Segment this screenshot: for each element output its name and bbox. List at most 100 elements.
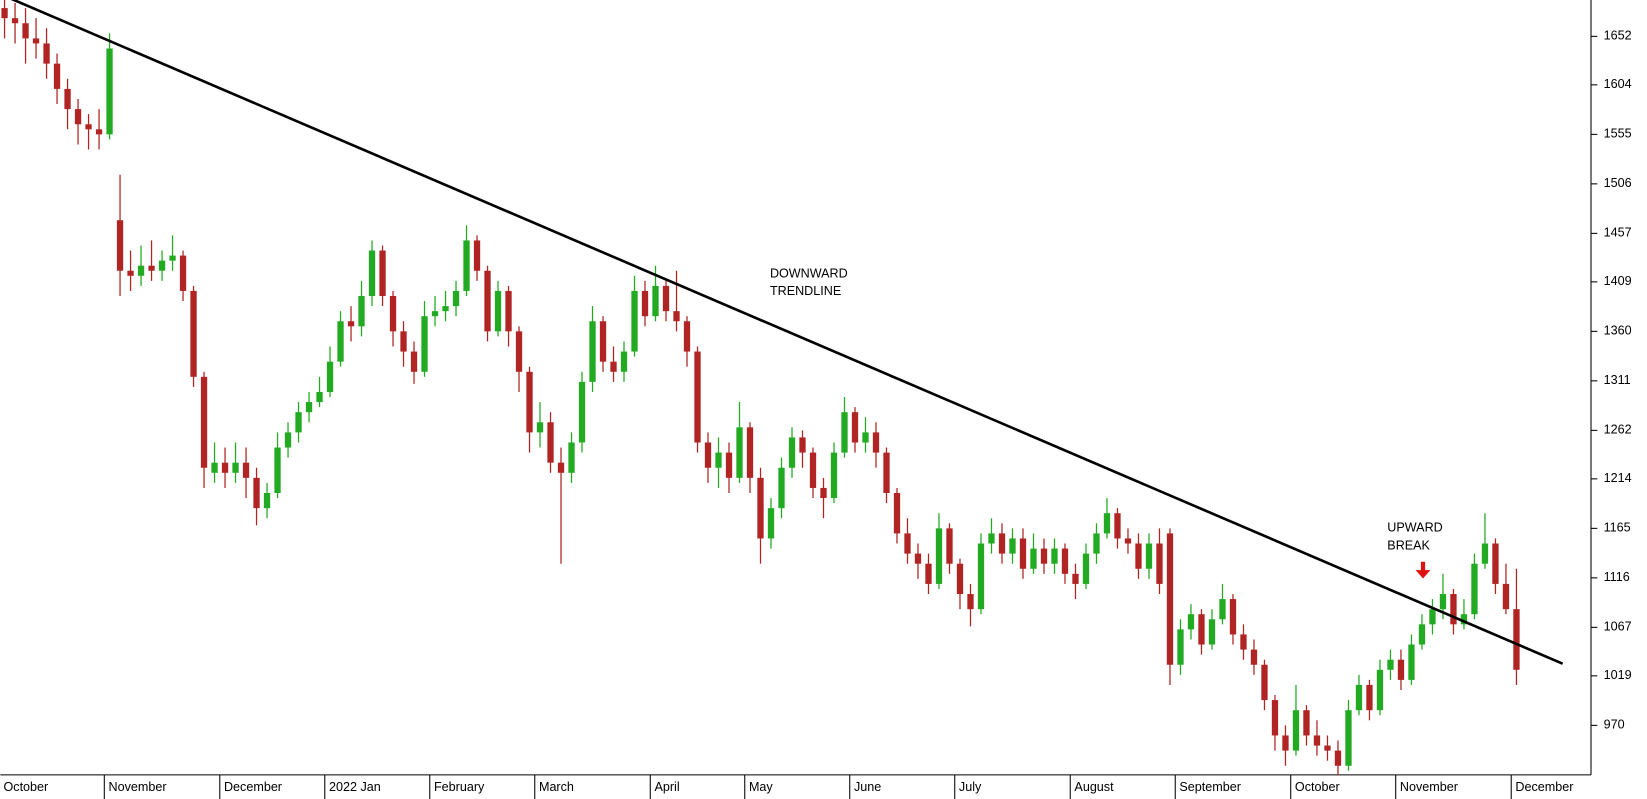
y-tick-label: 1262	[1604, 423, 1632, 437]
y-tick-label: 1360	[1604, 324, 1632, 338]
candle-body	[1250, 649, 1258, 665]
candle-body	[1124, 538, 1132, 544]
candle-body	[662, 285, 670, 312]
y-tick-label: 1116	[1604, 570, 1630, 584]
candle-body	[988, 533, 995, 544]
candle-body	[914, 553, 922, 564]
candle-body	[32, 38, 40, 44]
x-tick-label: December	[1515, 780, 1573, 794]
candle-body	[1460, 614, 1468, 625]
y-tick-label: 1165	[1604, 521, 1631, 535]
candle-body	[977, 543, 985, 610]
candle-body	[74, 109, 82, 125]
candle-body	[169, 255, 176, 261]
candle-body	[442, 306, 449, 312]
candle-body	[620, 351, 628, 372]
candle-body	[536, 422, 544, 433]
candle-body	[1177, 629, 1184, 665]
x-tick-label: June	[854, 780, 881, 794]
candle-body	[704, 442, 712, 468]
x-tick-label: December	[224, 780, 282, 794]
candle-body	[599, 321, 607, 362]
candle-body	[1387, 659, 1394, 670]
candle-body	[253, 477, 260, 509]
x-tick-label: March	[539, 780, 574, 794]
candle-body	[494, 290, 502, 332]
candle-body	[610, 361, 617, 372]
annotation: TRENDLINE	[770, 284, 841, 298]
candle-body	[1208, 619, 1216, 645]
candle-body	[904, 533, 911, 554]
x-tick-label: October	[1295, 780, 1340, 794]
plot-area	[1, 0, 1564, 775]
candle-body	[1072, 573, 1079, 584]
candle-body	[148, 265, 155, 271]
candle-body	[1513, 609, 1520, 670]
candle-body	[274, 447, 281, 493]
candle-body	[872, 432, 880, 453]
candle-body	[484, 270, 491, 332]
candle-body	[736, 427, 743, 478]
candle-body	[389, 295, 397, 332]
candle-body	[400, 331, 407, 352]
y-tick-label: 970	[1604, 718, 1625, 732]
candle-body	[725, 452, 733, 478]
candle-body	[1481, 543, 1489, 564]
candle-body	[893, 492, 901, 534]
candle-body	[1429, 609, 1436, 625]
candle-body	[1114, 513, 1121, 539]
candle-body	[641, 290, 649, 317]
candle-body	[1502, 583, 1510, 610]
candle-body	[95, 129, 103, 135]
y-tick-label: 1506	[1604, 176, 1632, 190]
candle-body	[956, 563, 964, 595]
x-tick-label: February	[434, 780, 485, 794]
candle-body	[1450, 594, 1457, 625]
annotation: DOWNWARD	[770, 266, 848, 280]
candle-body	[85, 124, 92, 130]
candle-body	[421, 316, 428, 372]
x-tick-label: October	[4, 780, 49, 794]
candle-body	[883, 452, 890, 493]
candle-body	[1345, 710, 1352, 766]
candle-body	[1408, 644, 1415, 680]
candle-body	[1397, 659, 1405, 680]
candle-body	[568, 442, 575, 473]
x-tick-label: November	[1400, 780, 1458, 794]
candle-body	[337, 321, 344, 362]
candle-body	[410, 351, 418, 372]
candle-body	[757, 477, 764, 539]
candle-body	[43, 43, 50, 64]
candle-body	[683, 321, 691, 352]
candle-body	[1303, 710, 1310, 736]
candle-body	[935, 528, 943, 584]
candle-body	[53, 63, 61, 89]
candle-body	[1471, 563, 1478, 615]
candle-body	[379, 250, 386, 296]
candle-body	[1093, 533, 1100, 554]
candle-body	[190, 290, 197, 377]
candle-body	[22, 23, 29, 39]
candle-body	[830, 452, 838, 499]
candle-body	[967, 594, 974, 610]
candle-body	[1355, 684, 1363, 711]
y-tick-label: 1311	[1604, 373, 1631, 387]
candle-body	[11, 18, 19, 24]
x-tick-label: May	[749, 780, 773, 794]
candle-body	[1313, 735, 1321, 746]
candle-body	[1135, 543, 1142, 569]
candle-body	[232, 462, 239, 473]
candle-body	[578, 381, 586, 443]
y-tick-label: 1067	[1604, 620, 1632, 634]
y-tick-label: 1652	[1604, 29, 1632, 43]
candle-body	[1019, 538, 1027, 569]
x-tick-label: April	[654, 780, 679, 794]
candle-body	[589, 321, 596, 382]
x-tick-label: July	[959, 780, 982, 794]
candle-body	[473, 240, 481, 271]
candle-body	[316, 391, 323, 403]
candle-body	[1030, 548, 1037, 569]
candle-body	[1492, 543, 1499, 584]
candle-body	[1324, 745, 1331, 751]
